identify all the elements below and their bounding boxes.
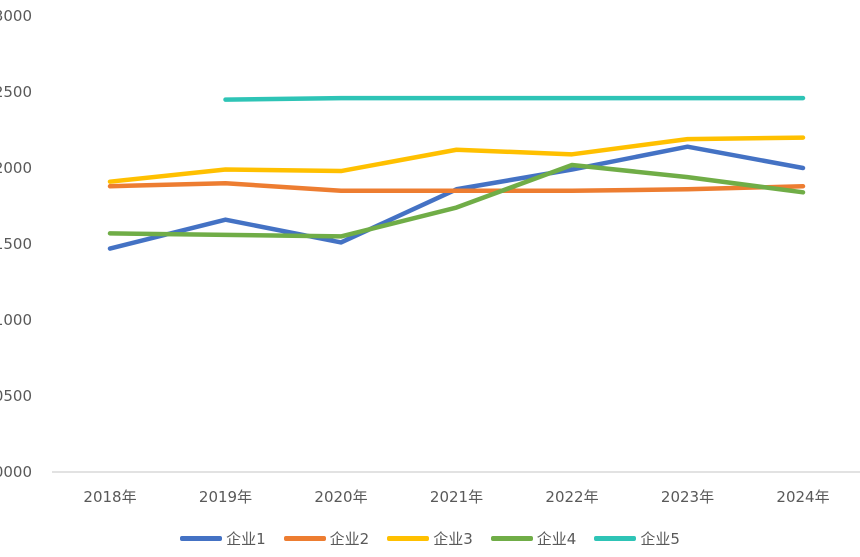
x-tick-label: 2023年 (661, 488, 714, 506)
legend-item-3: 企业3 (387, 528, 473, 549)
legend-label: 企业2 (329, 529, 370, 548)
y-tick-label: 1000 (0, 311, 32, 329)
x-tick-label: 2022年 (545, 488, 598, 506)
legend-label: 企业3 (433, 529, 473, 548)
legend-swatch (594, 535, 637, 541)
series-line-2 (107, 180, 806, 194)
legend-swatch (283, 535, 326, 541)
legend-label: 企业4 (536, 529, 577, 548)
x-tick-label: 2020年 (314, 488, 367, 506)
y-tick-label: 1500 (0, 235, 32, 253)
legend-swatch (490, 535, 533, 541)
x-tick-label: 2018年 (83, 488, 136, 506)
series-line-3 (107, 135, 806, 184)
y-tick-label: 2500 (0, 83, 32, 101)
legend-swatch (387, 535, 430, 541)
y-tick-label: 3000 (0, 7, 32, 25)
series-layer (107, 95, 806, 251)
series-line-5 (223, 95, 806, 102)
series-line-4 (107, 162, 806, 239)
legend-label: 企业5 (640, 529, 680, 548)
x-axis: 2018年 2019年 2020年 2021年 2022年 2023年 2024年 (83, 488, 829, 506)
legend-label: 企业1 (226, 529, 266, 548)
legend-item-5: 企业5 (594, 528, 680, 549)
x-tick-label: 2024年 (776, 488, 829, 506)
x-tick-label: 2019年 (199, 488, 252, 506)
legend-item-1: 企业1 (180, 528, 266, 549)
y-tick-label: 2000 (0, 159, 32, 177)
legend-swatch (180, 535, 223, 541)
legend-item-4: 企业4 (490, 528, 577, 549)
x-tick-label: 2021年 (430, 488, 483, 506)
legend-item-2: 企业2 (283, 528, 370, 549)
legend: 企业1 企业2 企业3 企业4 企业5 (0, 526, 860, 550)
